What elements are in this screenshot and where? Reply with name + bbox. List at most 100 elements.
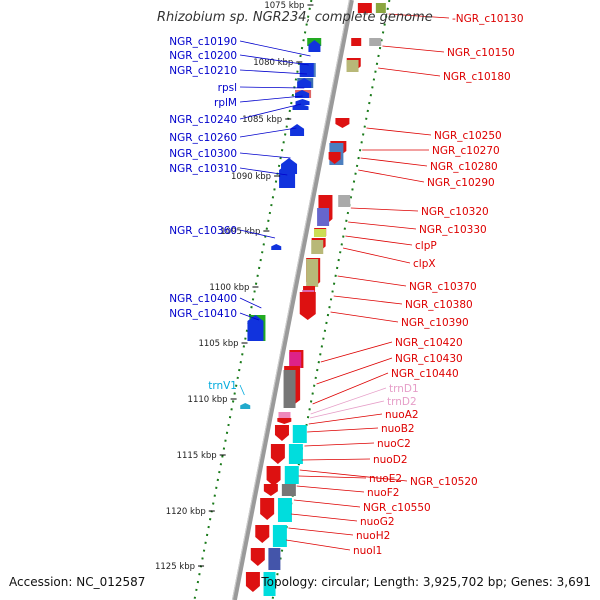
right-gene-label: nuoE2 — [369, 473, 402, 485]
kbp-tick-label: 1105 kbp — [198, 339, 238, 349]
kbp-tick-label: 1090 kbp — [231, 172, 271, 182]
gene-feature-43 — [283, 370, 296, 408]
left-leader-line — [239, 40, 311, 57]
left-leader-line — [239, 86, 305, 89]
gene-feature-60 — [268, 548, 281, 570]
gene-feature-54 — [281, 484, 296, 496]
right-gene-label: -NGR_c10130 — [452, 13, 524, 25]
gene-feature-6 — [369, 38, 382, 46]
left-leader-line — [239, 167, 288, 176]
gene-feature-1 — [357, 3, 372, 13]
left-gene-label: trnV1 — [208, 380, 237, 392]
left-gene-label: rpsl — [218, 82, 237, 94]
kbp-tick-label: 1125 kbp — [155, 562, 195, 572]
right-leader-line — [291, 513, 358, 522]
gene-feature-58 — [272, 525, 287, 547]
kbp-tick-label: 1095 kbp — [220, 227, 260, 237]
gene-feature-61 — [245, 572, 260, 592]
dotted-track-guides — [193, 0, 391, 600]
gene-feature-49 — [270, 444, 285, 464]
left-leader-line — [239, 69, 308, 75]
gene-feature-55 — [260, 498, 275, 520]
right-gene-label: NGR_c10180 — [443, 71, 511, 83]
left-leader-line — [239, 103, 302, 120]
genome-backbone — [231, 0, 354, 600]
gene-feature-39 — [247, 315, 264, 341]
gene-feature-50 — [288, 444, 303, 464]
right-gene-label: NGR_c10290 — [427, 177, 495, 189]
right-gene-label: nuoF2 — [367, 487, 399, 499]
left-gene-label: rplM — [214, 97, 237, 109]
accession-text: Accession: NC_012587 — [9, 575, 146, 589]
gene-feature-41 — [289, 352, 302, 368]
right-leader-line — [288, 527, 354, 536]
gene-feature-45 — [278, 412, 291, 418]
left-leader-line — [239, 312, 260, 321]
right-dotted-guide — [271, 0, 391, 600]
gene-feature-35 — [303, 286, 316, 292]
gene-feature-5 — [351, 38, 362, 46]
right-leader-line — [388, 13, 450, 19]
gene-feature-12 — [297, 78, 312, 88]
gene-feature-59 — [250, 548, 265, 566]
right-gene-label: NGR_c10320 — [421, 206, 489, 218]
right-leader-line — [333, 295, 403, 305]
gene-feature-15 — [295, 99, 310, 105]
gene-feature-2 — [375, 3, 386, 13]
right-gene-label: clpP — [415, 240, 437, 252]
right-leader-line — [301, 458, 371, 461]
right-gene-label: NGR_c10380 — [405, 299, 473, 311]
left-leader-line — [239, 54, 309, 66]
right-leader-line — [342, 247, 411, 264]
right-gene-label: NGR_c10440 — [391, 368, 459, 380]
right-leader-line — [330, 311, 399, 323]
right-gene-label: nuoD2 — [373, 454, 408, 466]
right-leader-line — [312, 372, 389, 405]
gene-feature-34 — [306, 259, 319, 287]
left-leader-line — [239, 127, 297, 138]
right-gene-label: trnD1 — [389, 383, 419, 395]
right-gene-label: nuoB2 — [381, 423, 415, 435]
right-leader-line — [286, 539, 351, 551]
genome-summary-text: Topology: circular; Length: 3,925,702 bp… — [261, 575, 591, 589]
gene-features — [240, 3, 386, 596]
right-leader-line — [307, 427, 379, 433]
kbp-tick-label: 1080 kbp — [253, 58, 293, 68]
gene-feature-27 — [317, 208, 330, 226]
gene-feature-24 — [279, 164, 296, 188]
right-gene-label: NGR_c10370 — [409, 281, 477, 293]
right-gene-label: NGR_c10330 — [419, 224, 487, 236]
left-gene-label: NGR_c10300 — [169, 148, 237, 160]
gene-feature-57 — [255, 525, 270, 543]
right-leader-line — [299, 469, 408, 482]
kbp-ticks: 1075 kbp 1080 kbp 1085 kbp 1090 kbp 1095 kbp… — [155, 1, 314, 572]
gene-feature-21 — [328, 152, 341, 164]
gene-feature-52 — [284, 466, 299, 484]
gene-feature-53 — [263, 484, 278, 496]
gene-feature-18 — [290, 124, 305, 136]
right-gene-label: nuoH2 — [356, 530, 390, 542]
right-gene-label: nuoG2 — [360, 516, 395, 528]
right-gene-label: NGR_c10270 — [432, 145, 500, 157]
left-gene-label: NGR_c10410 — [169, 308, 237, 320]
kbp-tick-label: 1085 kbp — [242, 115, 282, 125]
right-gene-label: NGR_c10420 — [395, 337, 463, 349]
right-leader-line — [293, 499, 361, 508]
right-leader-line — [378, 67, 441, 77]
right-leader-line — [348, 221, 417, 230]
right-gene-label: NGR_c10430 — [395, 353, 463, 365]
right-gene-label: nuoA2 — [385, 409, 419, 421]
gene-feature-32 — [271, 244, 282, 250]
right-gene-label: trnD2 — [387, 396, 417, 408]
genome-backbone-highlight — [231, 0, 350, 600]
left-gene-label: NGR_c10310 — [169, 163, 237, 175]
right-leader-line — [304, 442, 375, 447]
right-leader-line — [350, 207, 419, 212]
gene-feature-47 — [274, 425, 289, 441]
right-gene-label: NGR_c10550 — [363, 502, 431, 514]
left-gene-label: NGR_c10210 — [169, 65, 237, 77]
right-gene-label: nuol1 — [353, 545, 382, 557]
right-leader-line — [358, 169, 425, 183]
right-leader-line — [308, 413, 383, 425]
